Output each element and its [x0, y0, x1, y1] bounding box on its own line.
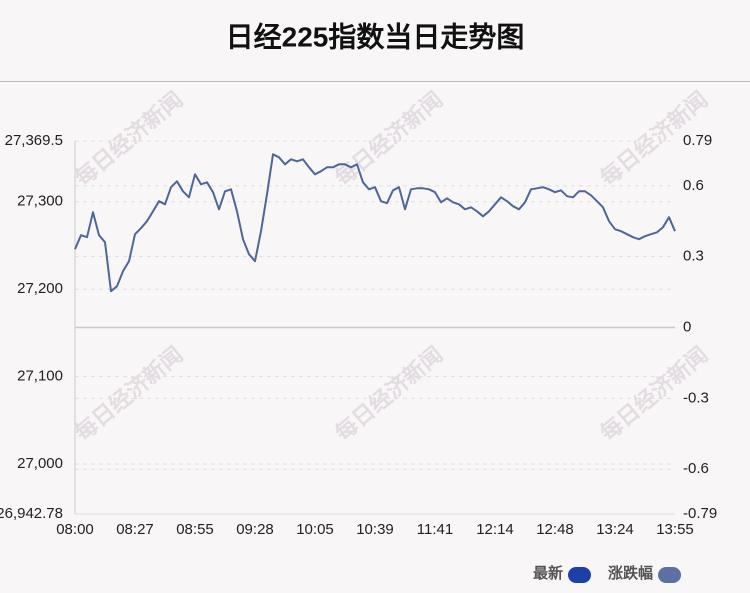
y-tick-label: 26,942.78: [0, 505, 63, 522]
legend-label: 涨跌幅: [608, 564, 653, 582]
x-tick-label: 08:27: [116, 521, 154, 538]
x-tick-label: 12:48: [536, 521, 574, 538]
x-tick-label: 10:05: [296, 521, 334, 538]
chart-title: 日经225指数当日走势图: [226, 20, 525, 52]
x-tick-label: 10:39: [356, 521, 394, 538]
x-tick-label: 08:00: [56, 521, 94, 538]
y-tick-label: 27,000: [17, 455, 63, 472]
y2-tick-label: 0.79: [683, 132, 712, 149]
y2-tick-label: 0.3: [683, 248, 704, 265]
x-tick-label: 13:24: [596, 521, 634, 538]
x-tick-label: 09:28: [236, 521, 274, 538]
legend-label: 最新: [533, 564, 563, 582]
watermark: 每日经济新闻: [330, 342, 447, 446]
y2-tick-label: 0.6: [683, 177, 704, 194]
legend-swatch: [658, 567, 682, 583]
y2-tick-label: -0.6: [683, 460, 709, 477]
watermark: 每日经济新闻: [70, 87, 187, 191]
legend-swatch: [568, 567, 592, 583]
watermark: 每日经济新闻: [70, 342, 187, 446]
x-tick-label: 08:55: [176, 521, 214, 538]
y-tick-label: 27,100: [17, 368, 63, 385]
y-tick-label: 27,200: [17, 280, 63, 297]
price-line: [74, 153, 676, 293]
y2-tick-label: 0: [683, 318, 691, 335]
y-tick-label: 27,300: [17, 193, 63, 210]
x-tick-label: 13:55: [656, 521, 694, 538]
y-tick-label: 27,369.5: [5, 132, 63, 149]
y2-tick-label: -0.79: [683, 505, 717, 522]
watermark: 每日经济新闻: [330, 87, 447, 191]
x-tick-label: 11:41: [417, 521, 453, 538]
x-tick-label: 12:14: [476, 521, 514, 538]
y2-tick-label: -0.3: [683, 389, 709, 406]
